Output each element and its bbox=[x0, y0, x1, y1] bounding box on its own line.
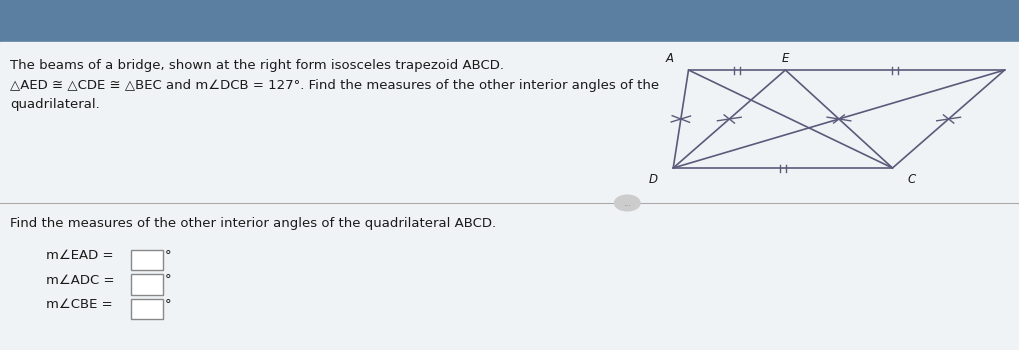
Text: m∠CBE =: m∠CBE = bbox=[46, 298, 116, 311]
Text: △AED ≅ △CDE ≅ △BEC and m∠DCB = 127°. Find the measures of the other interior ang: △AED ≅ △CDE ≅ △BEC and m∠DCB = 127°. Fin… bbox=[10, 79, 658, 92]
Text: °: ° bbox=[165, 249, 171, 262]
Text: Find the measures of the other interior angles of the quadrilateral ABCD.: Find the measures of the other interior … bbox=[10, 217, 496, 230]
Text: ...: ... bbox=[623, 198, 631, 208]
Text: quadrilateral.: quadrilateral. bbox=[10, 98, 100, 111]
Text: m∠EAD =: m∠EAD = bbox=[46, 249, 117, 262]
Text: m∠ADC =: m∠ADC = bbox=[46, 273, 118, 287]
FancyBboxPatch shape bbox=[130, 299, 163, 319]
Ellipse shape bbox=[613, 195, 640, 211]
Text: The beams of a bridge, shown at the right form isosceles trapezoid ABCD.: The beams of a bridge, shown at the righ… bbox=[10, 60, 503, 72]
Text: C: C bbox=[907, 173, 915, 186]
Bar bbox=[0, 0, 1019, 42]
Text: D: D bbox=[648, 173, 657, 186]
Text: °: ° bbox=[165, 273, 171, 287]
Text: A: A bbox=[664, 52, 673, 65]
FancyBboxPatch shape bbox=[130, 274, 163, 295]
Bar bbox=[0, 42, 1019, 350]
Text: °: ° bbox=[165, 298, 171, 311]
FancyBboxPatch shape bbox=[130, 250, 163, 270]
Text: E: E bbox=[781, 52, 789, 65]
